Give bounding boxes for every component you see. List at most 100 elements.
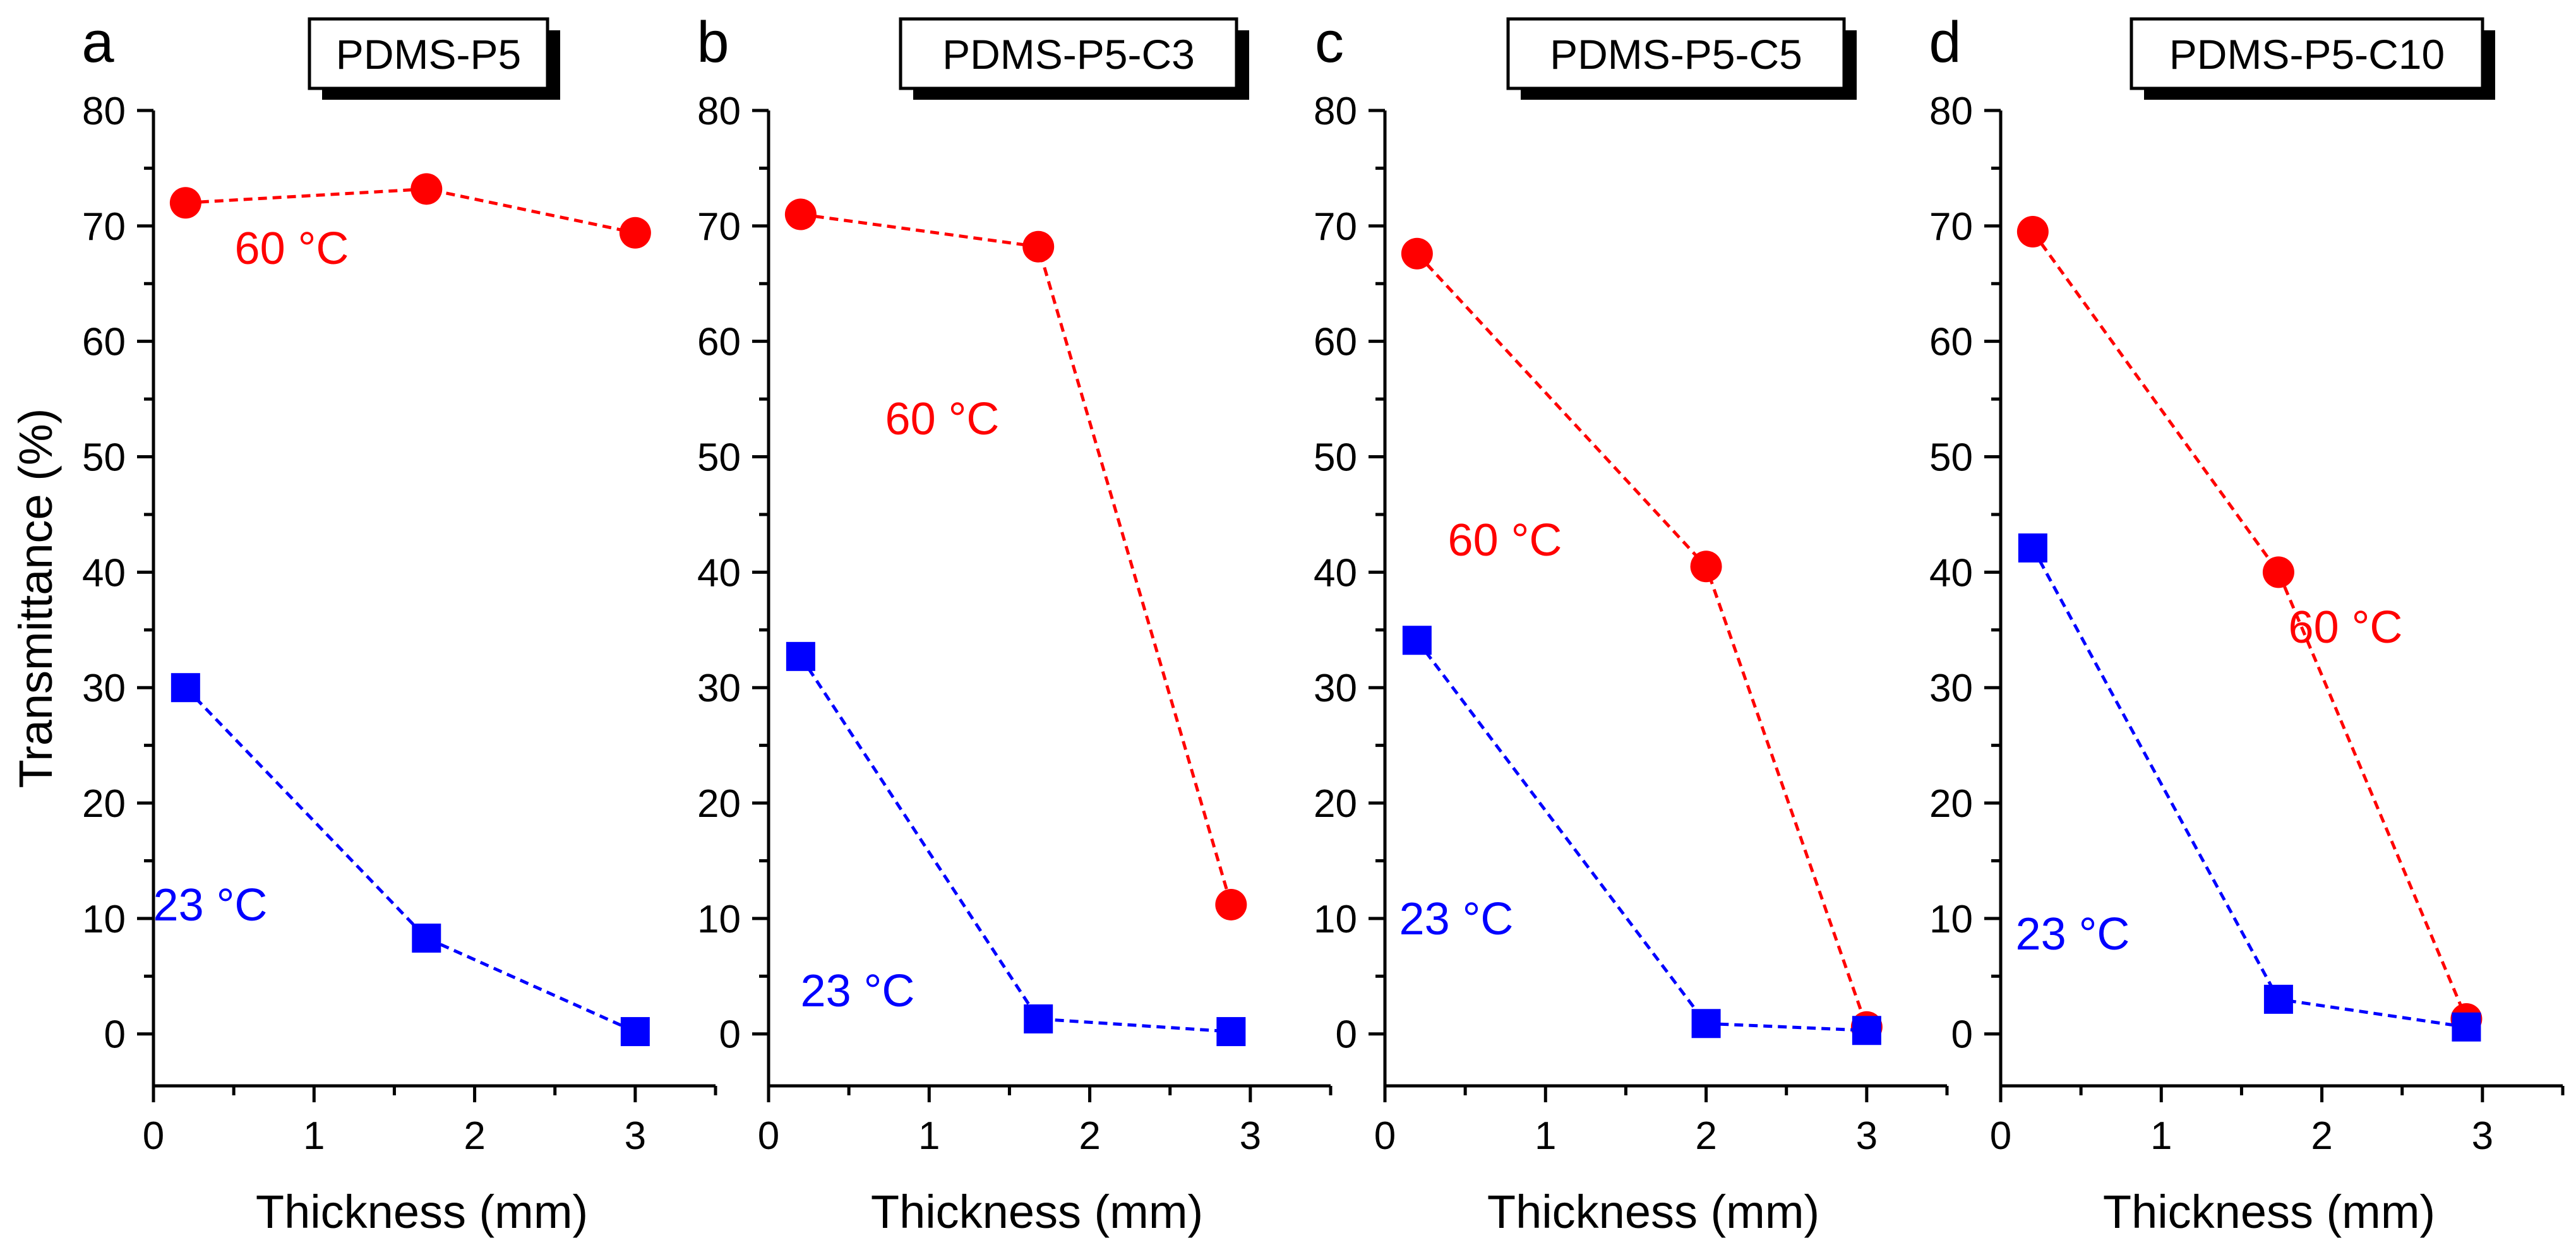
series-line-60C [800,213,1233,905]
y-tick-label: 60 [1929,321,1973,364]
y-tick-label: 40 [1929,551,1973,595]
x-tick-label: 1 [2150,1114,2172,1158]
data-point-23C [171,673,200,703]
data-point-23C [2018,533,2047,562]
x-tick-label: 2 [464,1114,485,1158]
data-point-23C [2263,984,2293,1014]
y-tick-label: 0 [1951,1013,1973,1057]
data-point-23C [1852,1016,1881,1045]
series-label-23C: 23 °C [1399,894,1514,944]
x-tick-label: 1 [918,1114,940,1158]
y-tick-label: 10 [1929,898,1973,941]
y-tick-label: 40 [697,551,741,595]
x-tick-label: 1 [303,1114,325,1158]
y-axis-title: Transmittance (%) [9,408,62,789]
y-tick-label: 80 [1929,90,1973,133]
y-tick-label: 0 [1336,1013,1357,1057]
data-point-23C [1024,1004,1053,1033]
y-tick-label: 60 [1314,321,1357,364]
data-point-60C [169,187,201,219]
x-tick-label: 2 [1079,1114,1100,1158]
panel-letter: a [81,10,114,74]
series-label-23C: 23 °C [153,880,268,931]
y-tick-label: 0 [104,1013,126,1057]
data-point-60C [2016,215,2049,247]
y-tick-label: 30 [1929,667,1973,710]
panel-letter: d [1929,10,1961,74]
x-tick-label: 2 [1695,1114,1716,1158]
series-label-23C: 23 °C [2016,909,2130,960]
data-point-60C [2262,556,2294,588]
series-line-60C [2031,230,2468,1020]
y-tick-label: 70 [1314,205,1357,249]
x-tick-label: 3 [625,1114,646,1158]
x-tick-label: 0 [143,1114,164,1158]
data-point-23C [412,923,441,953]
y-tick-label: 50 [1314,436,1357,480]
data-point-60C [784,198,817,230]
y-tick-label: 10 [82,898,126,941]
x-tick-label: 1 [1535,1114,1556,1158]
x-tick-label: 0 [758,1114,779,1158]
y-tick-label: 20 [1314,782,1357,826]
y-tick-label: 40 [82,551,126,595]
data-point-60C [1215,888,1247,920]
title-box [899,17,1238,90]
title-box [1506,17,1846,90]
series-label-60C: 60 °C [235,223,349,274]
data-point-60C [1690,551,1722,583]
title-box [2130,17,2484,90]
y-tick-label: 70 [82,205,126,249]
x-tick-label: 3 [1856,1114,1878,1158]
x-tick-label: 0 [1374,1114,1396,1158]
series-line-60C [185,187,636,235]
chart-title: PDMS-P5-C5 [1550,31,1802,78]
x-tick-label: 3 [2472,1114,2493,1158]
y-tick-label: 30 [697,667,741,710]
y-tick-label: 70 [1929,205,1973,249]
y-tick-label: 50 [1929,436,1973,480]
panel-c: 0 10 20 30 40 50 60 70 80 0 1 2 3 Thickness (mm) c PDMS… [1314,10,1949,1238]
series-line-23C [184,686,636,1033]
x-axis-title: Thickness (mm) [2103,1186,2435,1238]
title-box [308,17,549,90]
series-line-23C [1415,639,1867,1032]
data-point-23C [786,641,815,671]
panel-a: 0 10 20 30 40 50 60 70 80 0 1 2 3 Thickness (mm) Trans… [9,10,717,1238]
series-label-60C: 60 °C [1448,515,1562,566]
y-tick-label: 30 [1314,667,1357,710]
data-point-23C [1691,1009,1721,1039]
data-point-60C [1022,230,1055,263]
chart-title: PDMS-P5 [336,31,521,78]
data-point-23C [1402,626,1432,655]
chart-title: PDMS-P5-C3 [942,31,1195,78]
y-tick-label: 80 [697,90,741,133]
y-tick-label: 30 [82,667,126,710]
y-tick-label: 40 [1314,551,1357,595]
y-tick-label: 60 [697,321,741,364]
y-tick-label: 10 [697,898,741,941]
y-tick-label: 0 [719,1013,741,1057]
data-point-60C [619,217,651,249]
x-tick-label: 3 [1240,1114,1261,1158]
series-label-60C: 60 °C [885,394,1000,444]
series-label-23C: 23 °C [801,966,915,1016]
y-tick-label: 20 [82,782,126,826]
data-point-23C [1216,1017,1246,1047]
y-tick-label: 10 [1314,898,1357,941]
y-tick-label: 20 [1929,782,1973,826]
x-axis-title: Thickness (mm) [1487,1186,1819,1238]
chart-title: PDMS-P5-C10 [2169,31,2445,78]
series-label-60C: 60 °C [2289,602,2403,653]
x-axis-title: Thickness (mm) [871,1186,1203,1238]
data-point-23C [620,1017,650,1047]
x-tick-label: 2 [2311,1114,2332,1158]
data-point-60C [410,173,443,205]
y-tick-label: 20 [697,782,741,826]
y-tick-label: 50 [82,436,126,480]
x-tick-label: 0 [1990,1114,2011,1158]
panel-b: 0 10 20 30 40 50 60 70 80 0 1 2 3 Thickness (mm) b PDMS… [697,10,1333,1238]
data-point-60C [1401,237,1433,270]
y-tick-label: 80 [1314,90,1357,133]
